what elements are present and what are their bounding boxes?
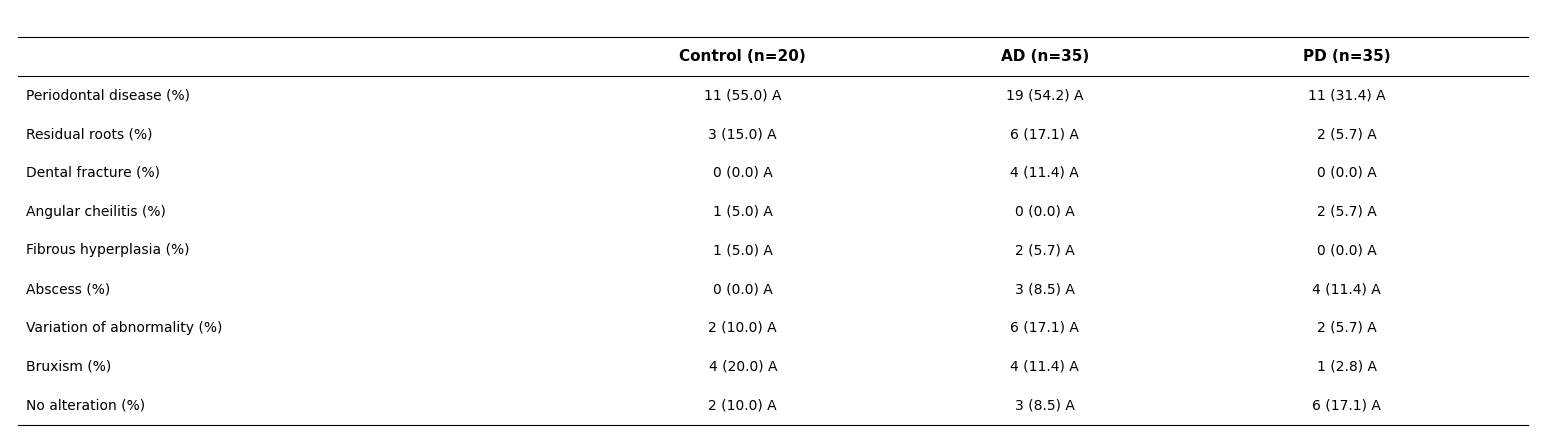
Text: 2 (5.7) A: 2 (5.7) A: [1014, 243, 1074, 257]
Text: 2 (10.0) A: 2 (10.0) A: [708, 321, 778, 335]
Text: Residual roots (%): Residual roots (%): [26, 127, 153, 141]
Text: 19 (54.2) A: 19 (54.2) A: [1006, 89, 1084, 102]
Text: 4 (20.0) A: 4 (20.0) A: [708, 360, 778, 374]
Text: 0 (0.0) A: 0 (0.0) A: [1317, 166, 1376, 180]
Text: 0 (0.0) A: 0 (0.0) A: [713, 282, 773, 296]
Text: 4 (11.4) A: 4 (11.4) A: [1011, 360, 1079, 374]
Text: 6 (17.1) A: 6 (17.1) A: [1010, 127, 1079, 141]
Text: 4 (11.4) A: 4 (11.4) A: [1313, 282, 1381, 296]
Text: Periodontal disease (%): Periodontal disease (%): [26, 89, 190, 102]
Text: Abscess (%): Abscess (%): [26, 282, 110, 296]
Text: 0 (0.0) A: 0 (0.0) A: [713, 166, 773, 180]
Text: 1 (2.8) A: 1 (2.8) A: [1317, 360, 1376, 374]
Text: PD (n=35): PD (n=35): [1303, 49, 1390, 64]
Text: AD (n=35): AD (n=35): [1000, 49, 1088, 64]
Text: No alteration (%): No alteration (%): [26, 398, 145, 412]
Text: Bruxism (%): Bruxism (%): [26, 360, 111, 374]
Text: 11 (55.0) A: 11 (55.0) A: [703, 89, 782, 102]
Text: 11 (31.4) A: 11 (31.4) A: [1308, 89, 1385, 102]
Text: 3 (8.5) A: 3 (8.5) A: [1014, 398, 1074, 412]
Text: 1 (5.0) A: 1 (5.0) A: [713, 243, 773, 257]
Text: 0 (0.0) A: 0 (0.0) A: [1014, 204, 1074, 218]
Text: 6 (17.1) A: 6 (17.1) A: [1010, 321, 1079, 335]
Text: 1 (5.0) A: 1 (5.0) A: [713, 204, 773, 218]
Text: 0 (0.0) A: 0 (0.0) A: [1317, 243, 1376, 257]
Text: Angular cheilitis (%): Angular cheilitis (%): [26, 204, 165, 218]
Text: 4 (11.4) A: 4 (11.4) A: [1011, 166, 1079, 180]
Text: 2 (5.7) A: 2 (5.7) A: [1317, 204, 1376, 218]
Text: 2 (5.7) A: 2 (5.7) A: [1317, 321, 1376, 335]
Text: Variation of abnormality (%): Variation of abnormality (%): [26, 321, 223, 335]
Text: Dental fracture (%): Dental fracture (%): [26, 166, 159, 180]
Text: 3 (15.0) A: 3 (15.0) A: [708, 127, 778, 141]
Text: Fibrous hyperplasia (%): Fibrous hyperplasia (%): [26, 243, 189, 257]
Text: 3 (8.5) A: 3 (8.5) A: [1014, 282, 1074, 296]
Text: 2 (5.7) A: 2 (5.7) A: [1317, 127, 1376, 141]
Text: 6 (17.1) A: 6 (17.1) A: [1313, 398, 1381, 412]
Text: Control (n=20): Control (n=20): [679, 49, 805, 64]
Text: 2 (10.0) A: 2 (10.0) A: [708, 398, 778, 412]
